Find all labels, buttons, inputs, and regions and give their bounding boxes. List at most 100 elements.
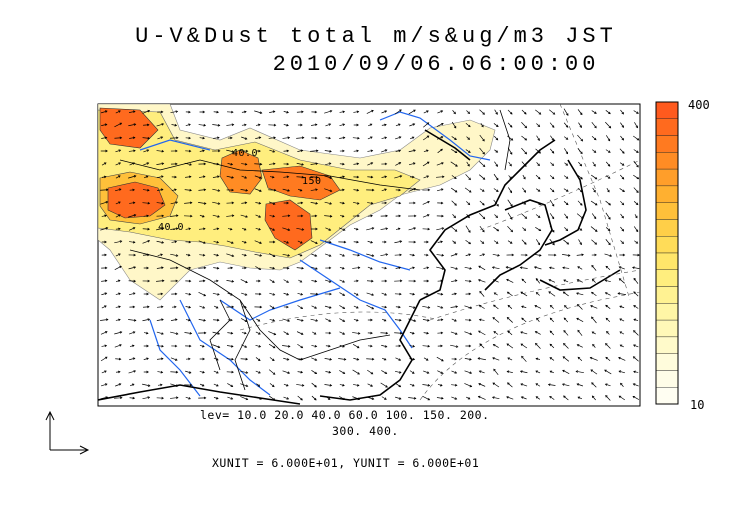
wind-vector <box>324 188 332 192</box>
wind-vector-head <box>621 163 625 166</box>
wind-vector-head <box>342 123 346 126</box>
wind-vector-head <box>117 279 121 283</box>
wind-vector-head <box>523 202 527 205</box>
wind-vector <box>423 110 429 114</box>
wind-vector-head <box>357 214 360 218</box>
wind-vector <box>450 331 458 335</box>
wind-vector-head <box>300 241 303 244</box>
wind-vector <box>129 241 135 243</box>
wind-vector-head <box>244 123 247 127</box>
wind-vector <box>550 162 554 166</box>
wind-vector-head <box>607 176 611 179</box>
wind-vector <box>466 136 470 140</box>
wind-vector <box>479 188 485 192</box>
wind-vector-head <box>454 279 458 282</box>
wind-vector-head <box>370 241 374 244</box>
wind-vector <box>549 238 555 246</box>
wind-vector-head <box>605 395 608 398</box>
wind-vector <box>619 174 625 180</box>
wind-vector <box>129 383 135 387</box>
wind-vector-head <box>469 306 473 309</box>
wind-vector <box>450 226 458 232</box>
wind-vector-head <box>300 149 304 153</box>
wind-vector-head <box>524 125 528 129</box>
wind-vector <box>422 161 430 167</box>
wind-vector <box>562 369 570 375</box>
wind-vector-head <box>398 305 401 309</box>
wind-vector-head <box>604 292 608 295</box>
wind-vector-head <box>580 176 583 180</box>
wind-vector <box>339 331 345 335</box>
wind-vector <box>254 240 262 244</box>
wind-vector <box>100 227 108 231</box>
wind-vector-head <box>413 227 417 230</box>
wind-vector-head <box>230 266 234 270</box>
wind-vector-head <box>328 344 331 348</box>
wind-vector-head <box>636 150 639 153</box>
wind-vector-head <box>314 254 318 257</box>
wind-vector-head <box>175 318 178 321</box>
wind-vector-head <box>259 254 263 257</box>
wind-vector <box>466 161 470 167</box>
wind-vector <box>101 215 107 217</box>
wind-vector-head <box>579 125 582 128</box>
wind-vector-head <box>384 279 388 283</box>
wind-vector <box>464 187 472 193</box>
wind-vector-head <box>549 343 553 347</box>
wind-vector-head <box>591 316 594 320</box>
wind-vector <box>199 214 205 218</box>
wind-vector-head <box>491 266 495 269</box>
wind-vector-head <box>343 240 347 244</box>
wind-vector <box>634 122 638 128</box>
wind-vector <box>450 187 458 193</box>
wind-vector-head <box>413 214 417 218</box>
wind-vector <box>339 137 345 139</box>
wind-vector <box>563 343 569 349</box>
wind-vector <box>101 370 107 374</box>
wind-vector-head <box>454 203 457 206</box>
wind-vector-head <box>509 176 512 180</box>
wind-vector <box>381 110 387 114</box>
wind-vector-head <box>399 109 402 112</box>
wind-vector-head <box>427 383 431 387</box>
wind-vector-head <box>258 201 262 205</box>
wind-vector-head <box>231 254 235 257</box>
wind-vector-head <box>272 110 276 114</box>
wind-vector-head <box>384 175 388 179</box>
wind-vector <box>296 318 304 322</box>
wind-vector <box>452 240 456 244</box>
wind-vector <box>395 202 401 204</box>
wind-vector <box>268 137 276 139</box>
wind-vector <box>115 306 121 308</box>
wind-vector <box>605 357 611 361</box>
wind-vector-head <box>259 305 263 309</box>
wind-vector-head <box>370 136 373 139</box>
wind-vector-head <box>175 332 179 335</box>
wind-vector <box>282 188 290 192</box>
wind-vector <box>297 305 303 309</box>
wind-vector-head <box>399 318 402 322</box>
wind-vector-head <box>510 217 513 220</box>
wind-vector <box>618 293 626 295</box>
wind-vector-head <box>132 357 136 360</box>
wind-vector-head <box>635 229 639 233</box>
wind-vector-head <box>592 343 595 347</box>
wind-vector-head <box>342 397 346 400</box>
wind-vector <box>142 318 150 322</box>
wind-vector-head <box>286 201 289 205</box>
wind-vector <box>101 124 107 126</box>
wind-vector <box>633 330 639 336</box>
wind-vector <box>437 110 443 114</box>
colorbar-swatch <box>655 152 679 170</box>
wind-vector-head <box>440 136 444 139</box>
wind-vector-head <box>551 163 555 166</box>
wind-vector <box>100 189 108 191</box>
wind-vector <box>240 370 248 374</box>
wind-vector-head <box>146 344 149 348</box>
wind-vector-head <box>562 356 566 359</box>
wind-vector-head <box>606 331 609 334</box>
wind-vector-head <box>300 397 303 401</box>
wind-vector <box>156 331 164 335</box>
wind-vector-head <box>231 280 235 283</box>
wind-vector-head <box>286 149 290 153</box>
